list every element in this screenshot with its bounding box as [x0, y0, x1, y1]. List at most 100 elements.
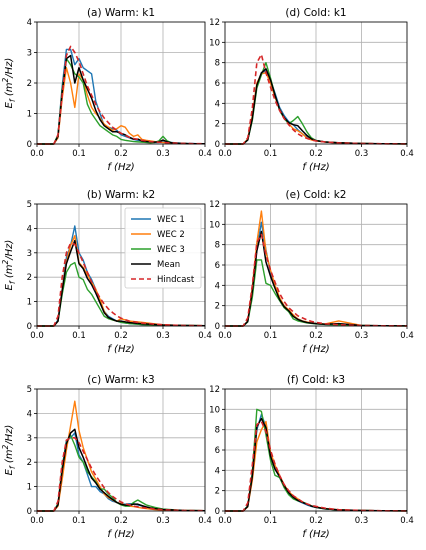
x-tick-label: 0.4 — [198, 331, 212, 341]
x-tick-label: 0.0 — [218, 516, 232, 526]
plot-frame — [36, 388, 206, 512]
x-tick-label: 0.1 — [72, 149, 86, 159]
x-tick-label: 0.0 — [218, 149, 232, 159]
x-tick-label: 0.1 — [264, 149, 278, 159]
x-tick-label: 0.2 — [114, 331, 128, 341]
panel-title: (a) Warm: k1 — [87, 7, 155, 19]
plot-frame — [224, 203, 408, 327]
x-tick-label: 0.3 — [156, 516, 170, 526]
y-tick-label: 12 — [209, 200, 220, 210]
x-tick-label: 0.2 — [114, 516, 128, 526]
series-line-mean — [37, 239, 206, 327]
series-line-hindcast — [225, 53, 408, 145]
panel-title: (c) Warm: k3 — [87, 374, 154, 386]
series-line-hindcast — [37, 242, 206, 327]
x-tick-label: 0.4 — [400, 516, 414, 526]
x-tick-label: 0.0 — [30, 516, 44, 526]
x-axis-label: f (Hz) — [107, 529, 134, 540]
x-tick-label: 0.2 — [309, 516, 323, 526]
x-tick-label: 0.4 — [400, 331, 414, 341]
y-tick-label: 12 — [209, 18, 220, 28]
legend-label: WEC 2 — [157, 230, 185, 240]
y-tick-label: 0 — [215, 507, 220, 517]
y-tick-label: 4 — [215, 466, 220, 476]
y-tick-label: 12 — [209, 385, 220, 395]
x-tick-label: 0.3 — [355, 149, 369, 159]
y-axis-label: Ef (m2/Hz) — [1, 425, 17, 476]
y-tick-label: 1 — [27, 483, 32, 493]
y-tick-label: 1 — [27, 110, 32, 120]
x-axis-label: f (Hz) — [302, 162, 329, 173]
y-tick-label: 5 — [27, 385, 32, 395]
y-tick-label: 8 — [215, 59, 220, 69]
y-tick-label: 2 — [215, 120, 220, 130]
y-axis-label: Ef (m2/Hz) — [1, 58, 17, 109]
y-tick-label: 4 — [27, 409, 32, 419]
panel-3: (b) Warm: k2 0.0 0.1 0.2 0.3 0.4 0 1 2 3 4 5 f (Hz) E… — [1, 189, 212, 355]
y-tick-label: 4 — [215, 99, 220, 109]
y-tick-label: 3 — [27, 249, 32, 259]
y-axis-label: Ef (m2/Hz) — [1, 240, 17, 291]
legend-label: WEC 1 — [157, 215, 185, 225]
x-tick-label: 0.4 — [198, 149, 212, 159]
x-tick-label: 0.2 — [309, 331, 323, 341]
panel-2: (d) Cold: k1 0.0 0.1 0.2 0.3 0.4 0 2 4 6 8 10 12 f (H… — [209, 7, 414, 173]
series-line-hindcast — [225, 420, 408, 512]
y-tick-label: 4 — [27, 18, 32, 28]
x-tick-label: 0.3 — [156, 331, 170, 341]
x-tick-label: 0.0 — [30, 331, 44, 341]
series-line-hindcast — [37, 436, 206, 512]
y-tick-label: 4 — [27, 224, 32, 234]
y-tick-label: 6 — [215, 446, 220, 456]
plot-frame — [36, 203, 206, 327]
panel-title: (b) Warm: k2 — [87, 189, 155, 201]
x-tick-label: 0.0 — [218, 331, 232, 341]
legend: WEC 1 WEC 2 WEC 3 Mean Hindcast — [124, 207, 202, 289]
legend-label: Mean — [157, 260, 180, 270]
y-tick-label: 0 — [215, 140, 220, 150]
y-tick-label: 6 — [215, 79, 220, 89]
y-tick-label: 10 — [209, 405, 220, 415]
y-tick-label: 2 — [27, 79, 32, 89]
x-axis-label: f (Hz) — [302, 344, 329, 355]
series-line-wec-3 — [37, 261, 206, 327]
y-tick-label: 3 — [27, 49, 32, 59]
x-tick-label: 0.1 — [72, 516, 86, 526]
y-tick-label: 8 — [215, 426, 220, 436]
y-tick-label: 2 — [27, 273, 32, 283]
y-tick-label: 1 — [27, 298, 32, 308]
x-tick-label: 0.2 — [309, 149, 323, 159]
panel-title: (e) Cold: k2 — [286, 189, 347, 201]
x-tick-label: 0.3 — [355, 516, 369, 526]
series-line-hindcast — [225, 233, 408, 327]
x-tick-label: 0.3 — [156, 149, 170, 159]
x-tick-label: 0.3 — [355, 331, 369, 341]
y-tick-label: 4 — [215, 281, 220, 291]
x-axis-label: f (Hz) — [302, 529, 329, 540]
y-tick-label: 5 — [27, 200, 32, 210]
plot-frame — [224, 21, 408, 145]
y-tick-label: 2 — [215, 302, 220, 312]
panel-title: (d) Cold: k1 — [285, 7, 346, 19]
panel-4: (e) Cold: k2 0.0 0.1 0.2 0.3 0.4 0 2 4 6 8 10 12 f (H… — [209, 189, 414, 355]
y-tick-label: 0 — [27, 140, 32, 150]
x-tick-label: 0.1 — [72, 331, 86, 341]
panel-5: (c) Warm: k3 0.0 0.1 0.2 0.3 0.4 0 1 2 3 4 5 f (Hz) E… — [1, 374, 212, 540]
y-tick-label: 2 — [27, 458, 32, 468]
y-tick-label: 8 — [215, 241, 220, 251]
y-tick-label: 10 — [209, 220, 220, 230]
y-tick-label: 3 — [27, 434, 32, 444]
x-axis-label: f (Hz) — [107, 162, 134, 173]
x-tick-label: 0.1 — [264, 331, 278, 341]
panel-1: (a) Warm: k1 0.0 0.1 0.2 0.3 0.4 0 1 2 3 4 f (Hz) Ef… — [1, 7, 212, 173]
plot-frame — [36, 21, 206, 145]
legend-label: Hindcast — [157, 275, 195, 285]
y-tick-label: 10 — [209, 38, 220, 48]
y-tick-label: 2 — [215, 487, 220, 497]
x-tick-label: 0.0 — [30, 149, 44, 159]
x-axis-label: f (Hz) — [107, 344, 134, 355]
x-tick-label: 0.2 — [114, 149, 128, 159]
y-tick-label: 0 — [27, 507, 32, 517]
series-line-wec-2 — [37, 400, 206, 512]
